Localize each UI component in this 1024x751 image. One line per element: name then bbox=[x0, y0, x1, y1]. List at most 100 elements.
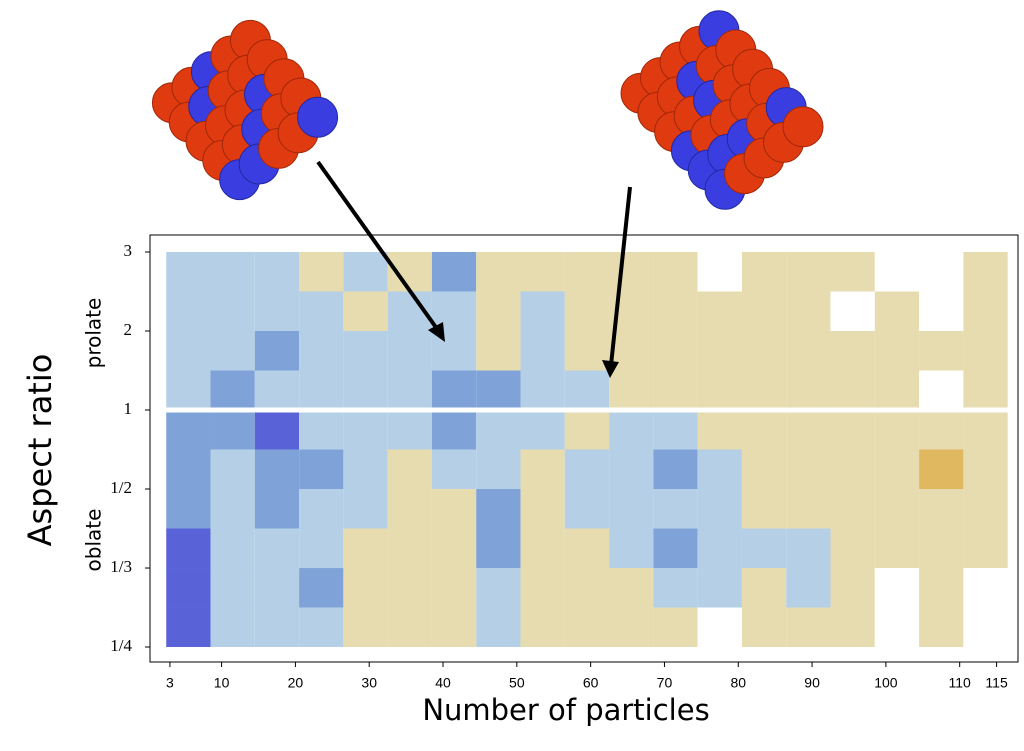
heatmap-cell bbox=[431, 607, 477, 647]
heatmap-cell bbox=[166, 489, 211, 529]
heatmap-cell bbox=[697, 449, 742, 489]
heatmap-cell bbox=[564, 370, 610, 410]
annotation: oblate bbox=[82, 509, 106, 572]
heatmap-cell bbox=[476, 410, 521, 450]
heatmap-cell bbox=[431, 410, 477, 450]
heatmap-cell bbox=[254, 252, 300, 292]
heatmap-cell bbox=[741, 291, 787, 331]
heatmap-cell bbox=[254, 568, 300, 608]
heatmap-cell bbox=[210, 410, 255, 450]
heatmap-cell bbox=[476, 449, 521, 489]
heatmap-cell bbox=[343, 331, 388, 371]
heatmap-cell bbox=[786, 449, 831, 489]
heatmap-cell bbox=[786, 291, 831, 331]
heatmap-cell bbox=[387, 528, 432, 569]
heatmap-cell bbox=[166, 291, 211, 331]
x-axis-label: Number of particles bbox=[422, 693, 709, 727]
heatmap-cell bbox=[697, 489, 742, 529]
heatmap-cell bbox=[299, 528, 344, 569]
heatmap-cell bbox=[963, 568, 1008, 608]
heatmap-cell bbox=[254, 370, 300, 410]
heatmap-cell bbox=[476, 489, 521, 529]
x-tick-label: 90 bbox=[804, 675, 820, 691]
heatmap-cell bbox=[564, 607, 610, 647]
heatmap-cell bbox=[166, 410, 211, 450]
heatmap-cell bbox=[431, 252, 477, 292]
heatmap-cell bbox=[874, 331, 920, 371]
heatmap-cell bbox=[254, 489, 300, 529]
cluster-illustrations bbox=[151, 10, 824, 210]
heatmap-cell bbox=[564, 410, 610, 450]
heatmap-cell bbox=[166, 568, 211, 608]
x-tick-label: 100 bbox=[874, 675, 898, 691]
heatmap-cell bbox=[919, 607, 964, 647]
heatmap-cell bbox=[741, 370, 787, 410]
heatmap-cell bbox=[697, 607, 742, 647]
heatmap-cell bbox=[609, 410, 654, 450]
heatmap-cell bbox=[919, 449, 964, 489]
heatmap-cell bbox=[343, 568, 388, 608]
heatmap-cell bbox=[741, 410, 787, 450]
x-tick-label: 40 bbox=[435, 675, 451, 691]
heatmap-cell bbox=[166, 370, 211, 410]
heatmap-cell bbox=[166, 528, 211, 569]
heatmap-cell bbox=[166, 607, 211, 647]
heatmap-cell bbox=[210, 489, 255, 529]
heatmap-cell bbox=[830, 528, 875, 569]
heatmap-cell bbox=[387, 410, 432, 450]
heatmap-cell bbox=[299, 252, 344, 292]
heatmap-cell bbox=[830, 607, 875, 647]
heatmap-cell bbox=[387, 370, 432, 410]
heatmap-cell bbox=[299, 489, 344, 529]
heatmap bbox=[160, 252, 1013, 647]
heatmap-cell bbox=[874, 252, 920, 292]
heatmap-cell bbox=[476, 607, 521, 647]
x-tick-label: 3 bbox=[166, 675, 174, 691]
heatmap-cell bbox=[476, 528, 521, 569]
heatmap-cell bbox=[210, 568, 255, 608]
heatmap-cell bbox=[741, 449, 787, 489]
heatmap-cell bbox=[786, 410, 831, 450]
heatmap-cell bbox=[210, 449, 255, 489]
heatmap-cell bbox=[299, 607, 344, 647]
heatmap-cell bbox=[609, 489, 654, 529]
heatmap-cell bbox=[299, 449, 344, 489]
heatmap-cell bbox=[963, 449, 1008, 489]
heatmap-cell bbox=[343, 528, 388, 569]
y-tick-label: 3 bbox=[124, 241, 133, 260]
heatmap-cell bbox=[830, 568, 875, 608]
heatmap-cell bbox=[786, 252, 831, 292]
heatmap-cell bbox=[963, 489, 1008, 529]
x-tick-label: 110 bbox=[949, 675, 972, 691]
y-axis-label: Aspect ratio bbox=[21, 354, 59, 547]
heatmap-cell bbox=[830, 252, 875, 292]
heatmap-cell bbox=[919, 370, 964, 410]
heatmap-cell bbox=[210, 370, 255, 410]
heatmap-cell bbox=[697, 410, 742, 450]
heatmap-cell bbox=[254, 291, 300, 331]
x-tick-label: 20 bbox=[288, 675, 304, 691]
heatmap-cell bbox=[609, 252, 654, 292]
heatmap-cell bbox=[786, 568, 831, 608]
heatmap-cell bbox=[786, 528, 831, 569]
heatmap-cell bbox=[919, 291, 964, 331]
heatmap-cell bbox=[874, 568, 920, 608]
heatmap-cell bbox=[786, 331, 831, 371]
heatmap-cell bbox=[741, 568, 787, 608]
heatmap-cell bbox=[830, 331, 875, 371]
arrow-head bbox=[428, 322, 445, 342]
heatmap-cell bbox=[564, 252, 610, 292]
heatmap-cell bbox=[919, 331, 964, 371]
heatmap-cell bbox=[299, 410, 344, 450]
heatmap-cell bbox=[431, 568, 477, 608]
heatmap-cell bbox=[564, 449, 610, 489]
heatmap-cell bbox=[299, 370, 344, 410]
heatmap-cell bbox=[786, 607, 831, 647]
heatmap-cell bbox=[741, 489, 787, 529]
heatmap-cell bbox=[431, 449, 477, 489]
heatmap-cell bbox=[874, 607, 920, 647]
heatmap-cell bbox=[564, 528, 610, 569]
heatmap-cell bbox=[919, 528, 964, 569]
heatmap-cell bbox=[919, 252, 964, 292]
heatmap-cell bbox=[299, 568, 344, 608]
